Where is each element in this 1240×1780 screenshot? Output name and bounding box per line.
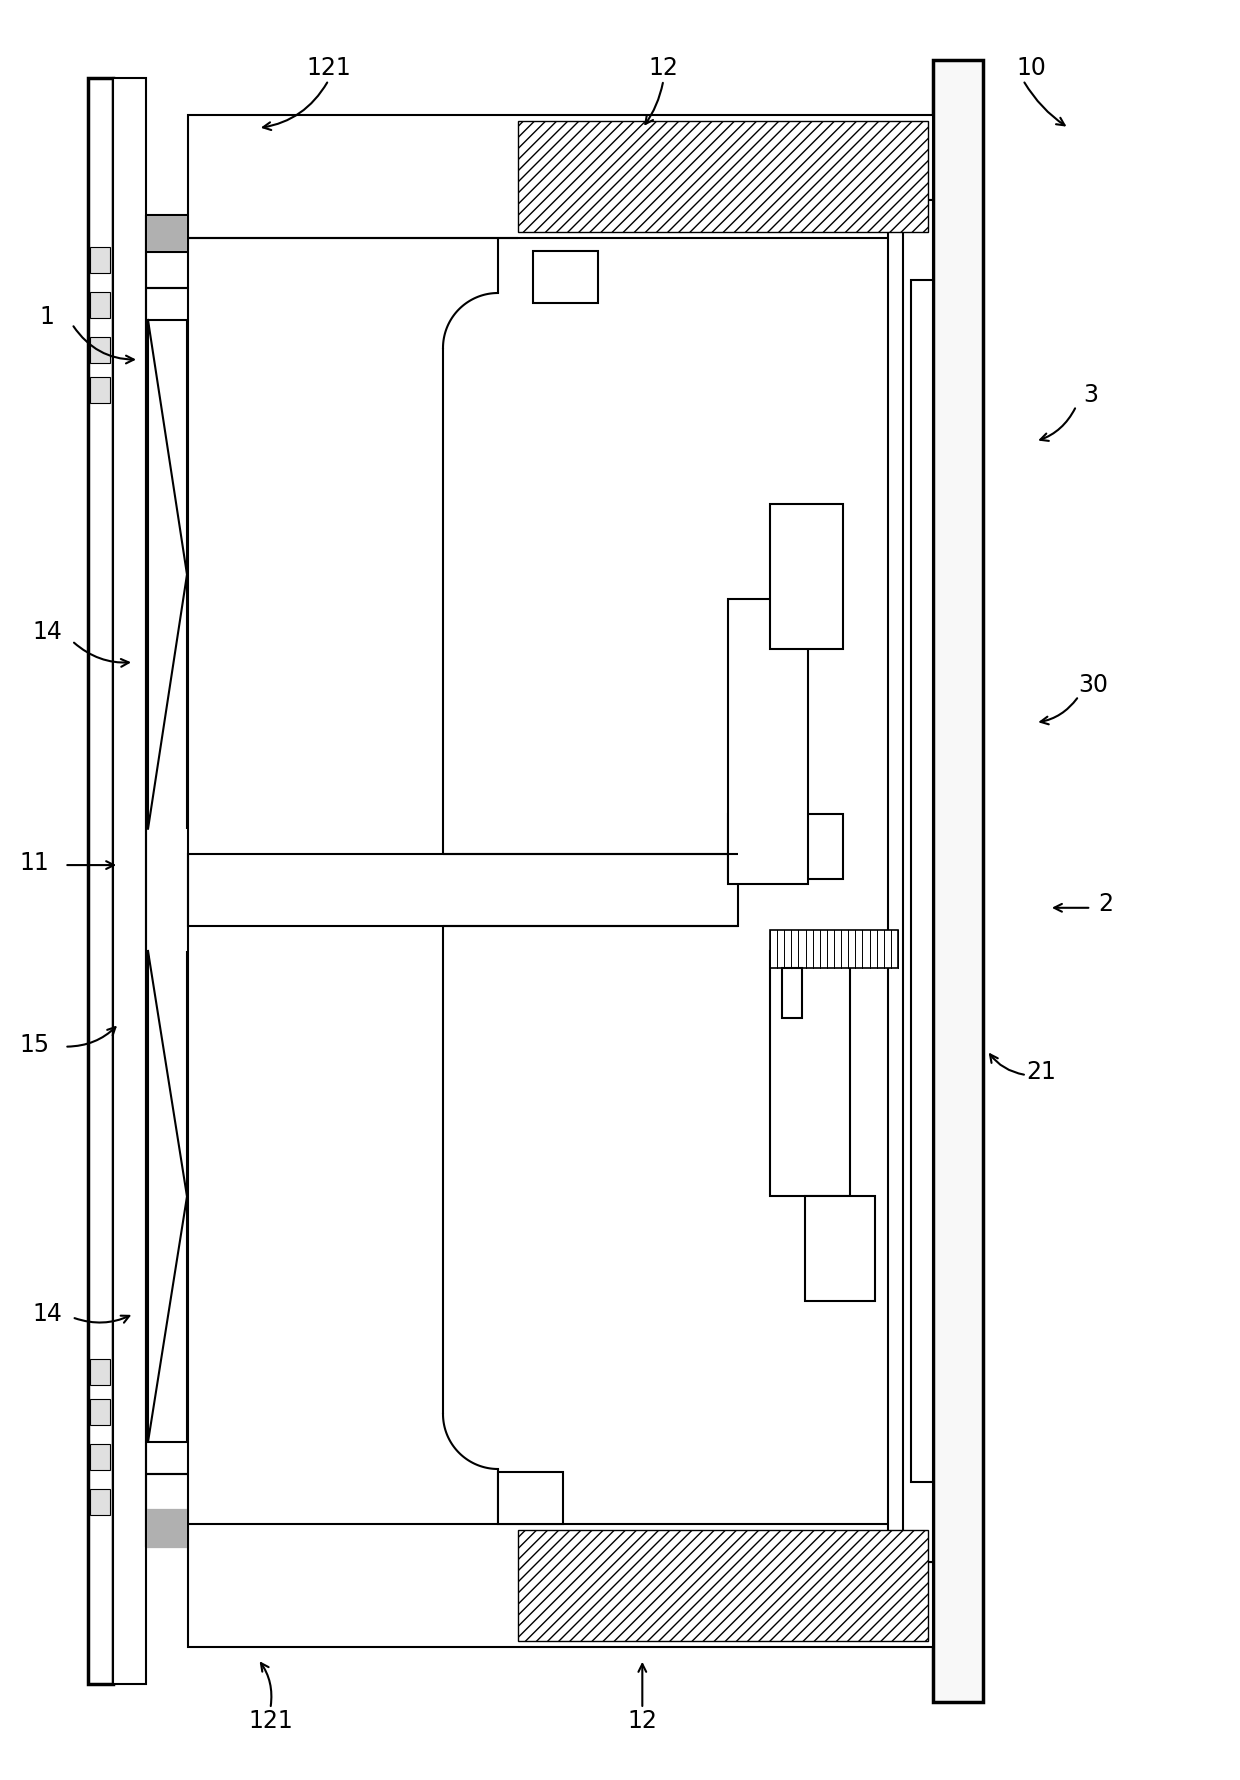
Text: 11: 11 <box>20 851 50 876</box>
Polygon shape <box>148 951 187 1442</box>
Bar <box>728 600 808 885</box>
Bar <box>91 1444 110 1470</box>
Text: 14: 14 <box>32 1301 62 1326</box>
Bar <box>782 968 802 1018</box>
Bar <box>91 292 110 319</box>
Text: 21: 21 <box>1027 1059 1056 1084</box>
Bar <box>728 813 843 879</box>
Text: 3: 3 <box>1084 383 1099 408</box>
Bar <box>805 1196 875 1301</box>
Bar <box>770 504 843 650</box>
Bar <box>148 215 187 251</box>
Text: 2: 2 <box>1099 892 1114 917</box>
Text: 121: 121 <box>248 1709 293 1734</box>
Bar <box>518 121 928 231</box>
Bar <box>91 1399 110 1426</box>
Bar <box>113 78 146 1684</box>
Bar <box>91 1358 110 1385</box>
Polygon shape <box>148 320 187 829</box>
Text: 10: 10 <box>1017 55 1047 80</box>
Text: 12: 12 <box>649 55 678 80</box>
Bar <box>148 1509 187 1549</box>
Bar <box>91 247 110 272</box>
Bar <box>498 1472 563 1524</box>
Bar <box>903 199 932 1563</box>
Bar <box>911 279 932 1483</box>
Text: 121: 121 <box>306 55 351 80</box>
Bar <box>932 61 983 1702</box>
Bar <box>770 929 898 968</box>
Bar <box>518 1531 928 1641</box>
Bar <box>888 199 932 1563</box>
Bar <box>188 854 738 926</box>
Text: 14: 14 <box>32 619 62 644</box>
Bar <box>770 951 849 1196</box>
Text: 30: 30 <box>1079 673 1109 698</box>
Bar <box>533 251 598 303</box>
Bar <box>91 377 110 402</box>
Bar <box>91 336 110 363</box>
Bar <box>91 1490 110 1515</box>
Text: 12: 12 <box>627 1709 657 1734</box>
Text: 1: 1 <box>40 304 55 329</box>
Text: 15: 15 <box>20 1032 50 1057</box>
Bar <box>188 116 932 239</box>
Bar <box>188 1524 932 1647</box>
Bar <box>88 78 113 1684</box>
